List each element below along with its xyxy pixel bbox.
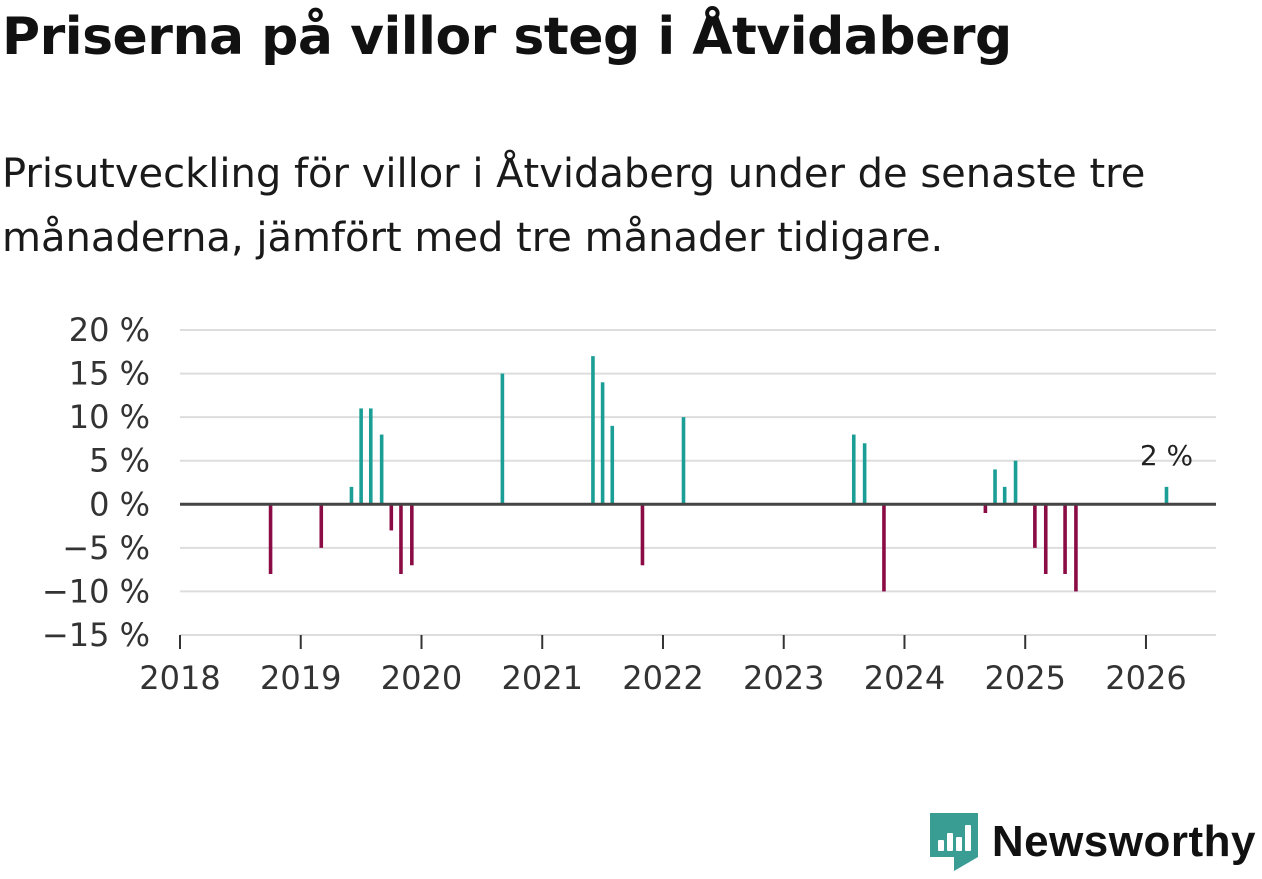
- bar: [379, 434, 384, 505]
- x-tick-label: 2023: [743, 659, 824, 697]
- bar: [368, 408, 373, 505]
- y-tick-label: −15 %: [42, 616, 150, 654]
- bar: [1013, 460, 1018, 505]
- bar: [1002, 486, 1007, 505]
- bar: [1043, 504, 1048, 574]
- bar-chart-logo-icon: [929, 813, 978, 871]
- y-tick-label: −5 %: [62, 529, 150, 567]
- bar: [862, 443, 867, 505]
- y-tick-label: −10 %: [42, 572, 150, 610]
- chart-title: Priserna på villor steg i Åtvidaberg: [2, 7, 1012, 67]
- bar: [1164, 486, 1169, 505]
- x-tick-label: 2025: [985, 659, 1066, 697]
- y-tick-label: 5 %: [89, 442, 150, 480]
- x-tick-label: 2020: [381, 659, 462, 697]
- bar: [319, 504, 324, 548]
- bar: [591, 356, 595, 505]
- bar: [359, 408, 363, 505]
- logo-bar-2: [946, 833, 953, 851]
- x-tick-label: 2019: [260, 659, 341, 697]
- bar: [681, 417, 686, 505]
- y-tick-label: 0 %: [89, 485, 150, 523]
- bar: [1074, 504, 1078, 592]
- y-tick-label: 10 %: [69, 398, 150, 436]
- x-axis-ticks: 2018 2019 2020 2021 2022 2023 2024 2025 2026: [139, 635, 1187, 697]
- y-axis-ticks: 20 % 15 % 10 % 5 % 0 % −5 % −10 % −15 %: [42, 311, 150, 654]
- brand-name: Newsworthy: [991, 817, 1256, 866]
- bar: [610, 425, 615, 505]
- newsworthy-logo: Newsworthy: [929, 813, 1256, 871]
- bars: [268, 356, 1169, 592]
- bar: [851, 434, 856, 505]
- x-tick-label: 2026: [1105, 659, 1186, 697]
- bar: [389, 504, 394, 531]
- x-tick-label: 2021: [502, 659, 583, 697]
- grid-lines: [180, 329, 1216, 636]
- bar: [993, 469, 997, 505]
- y-tick-label: 20 %: [69, 311, 150, 349]
- annotations: 2 %: [1140, 439, 1193, 472]
- x-tick-label: 2024: [864, 659, 945, 697]
- data-label: 2 %: [1140, 439, 1193, 472]
- bar: [268, 504, 273, 574]
- logo-bar-3: [955, 837, 962, 851]
- bar: [410, 504, 414, 566]
- chart-subtitle: Prisutveckling för villor i Åtvidaberg u…: [2, 151, 1146, 261]
- bar: [399, 504, 403, 574]
- logo-bar-4: [964, 825, 971, 851]
- bar: [1033, 504, 1037, 548]
- x-tick-label: 2018: [139, 659, 220, 697]
- logo-bar-1: [937, 840, 944, 851]
- bar: [1063, 504, 1067, 574]
- bar: [349, 486, 354, 505]
- bar-chart: 20 %15 %10 %5 %0 %−5 %−10 %−15 % 2018 201…: [42, 311, 1216, 697]
- y-tick-label: 15 %: [69, 355, 150, 393]
- bar: [983, 504, 988, 513]
- bar: [882, 504, 886, 592]
- bar: [500, 373, 505, 505]
- bar: [600, 382, 605, 505]
- bar: [640, 504, 645, 566]
- x-tick-label: 2022: [622, 659, 703, 697]
